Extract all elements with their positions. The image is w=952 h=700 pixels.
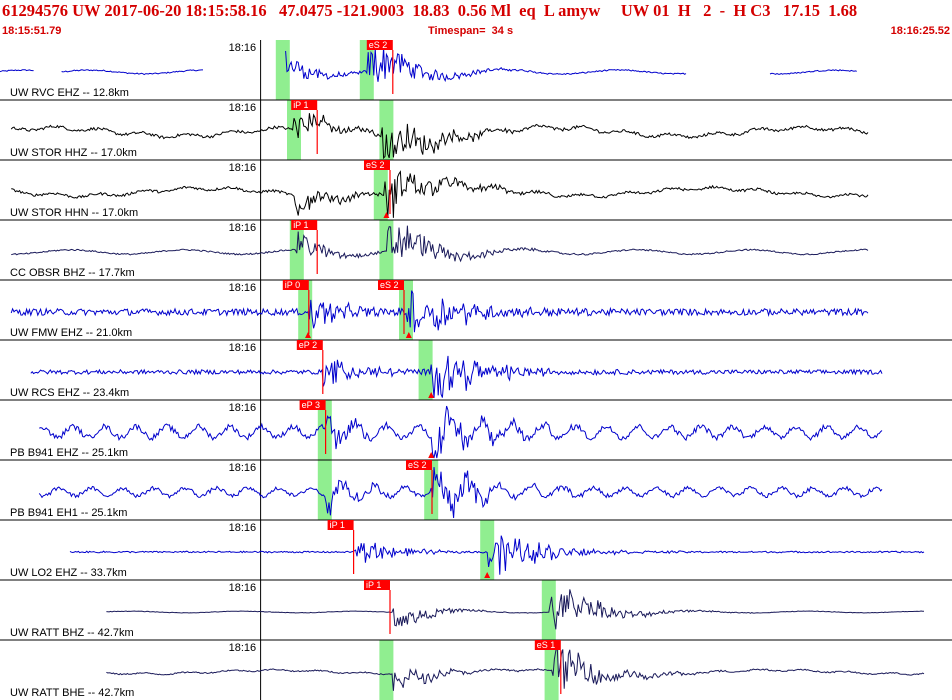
pick-label: eP 3 — [302, 400, 320, 410]
trace-label: PB B941 EHZ -- 25.1km — [10, 447, 128, 459]
pick-label: eS 2 — [369, 40, 388, 50]
timespan-label: Timespan= 34 s — [428, 25, 514, 37]
trace-label: PB B941 EH1 -- 25.1km — [10, 507, 127, 519]
trace-label: UW RCS EHZ -- 23.4km — [10, 387, 129, 399]
trace-label: UW STOR HHN -- 17.0km — [10, 207, 138, 219]
trace-label: UW RATT BHE -- 42.7km — [10, 687, 134, 699]
pick-window — [275, 40, 290, 100]
waveform — [0, 46, 857, 83]
trace-row: 18:16 iP 1 CC OBSR BHZ -- 17.7km — [0, 219, 952, 280]
trace-row: 18:16 eP 3 PB B941 EHZ -- 25.1km — [0, 399, 952, 460]
trace-row: 18:16 eS 2 PB B941 EH1 -- 25.1km — [0, 459, 952, 520]
waveform — [30, 355, 883, 399]
waveform — [38, 467, 883, 519]
pick-flag — [378, 280, 404, 290]
pick-window — [418, 340, 433, 400]
waveform — [11, 170, 869, 219]
pick-label: iP 1 — [293, 220, 308, 230]
seismogram-panel: 18:16 eS 2 UW RVC EHZ -- 12.8km 18:16 iP 1 UW… — [0, 40, 952, 700]
event-header: 61294576 UW 2017-06-20 18:15:58.16 47.04… — [0, 0, 952, 40]
minute-label: 18:16 — [229, 582, 257, 594]
pick-label: iP 1 — [293, 100, 308, 110]
pick-label: eS 2 — [366, 160, 385, 170]
trace-label: UW RVC EHZ -- 12.8km — [10, 87, 129, 99]
waveform — [106, 645, 925, 691]
trace-label: UW LO2 EHZ -- 33.7km — [10, 567, 127, 579]
pick-flag — [296, 340, 323, 350]
waveform — [10, 290, 869, 333]
trace-row: 18:16 iP 0 eS 2 UW FMW EHZ -- 21.0km — [0, 279, 952, 340]
minute-label: 18:16 — [229, 642, 257, 654]
pick-flag — [291, 100, 318, 110]
trace-row: 18:16 eS 1 UW RATT BHE -- 42.7km — [0, 639, 952, 700]
arrival-marker — [484, 572, 491, 578]
pick-flag — [406, 460, 432, 470]
pick-window — [287, 100, 301, 160]
trace-label: UW STOR HHZ -- 17.0km — [10, 147, 137, 159]
trace-row: 18:16 iP 1 UW LO2 EHZ -- 33.7km — [0, 519, 952, 580]
pick-label: eS 1 — [537, 640, 556, 650]
trace-row: 18:16 eS 2 UW RVC EHZ -- 12.8km — [0, 40, 857, 100]
pick-window — [373, 160, 388, 220]
minute-label: 18:16 — [229, 342, 257, 354]
pick-flag — [327, 520, 354, 530]
trace-label: UW FMW EHZ -- 21.0km — [10, 327, 132, 339]
waveform — [39, 405, 883, 459]
minute-label: 18:16 — [229, 42, 257, 54]
pick-flag — [366, 40, 393, 50]
event-summary-title: 61294576 UW 2017-06-20 18:15:58.16 47.04… — [2, 1, 858, 20]
arrival-marker — [305, 332, 311, 338]
minute-label: 18:16 — [229, 522, 257, 534]
arrival-marker — [405, 332, 412, 338]
pick-flag — [364, 580, 390, 590]
pick-window — [379, 640, 394, 700]
trace-row: 18:16 eS 2 UW STOR HHN -- 17.0km — [0, 159, 952, 220]
end-time-label: 18:16:25.52 — [890, 25, 950, 37]
start-time-label: 18:15:51.79 — [2, 25, 62, 37]
arrival-marker — [428, 392, 435, 398]
pick-flag — [291, 220, 318, 230]
pick-label: iP 1 — [366, 580, 381, 590]
pick-window — [399, 280, 413, 340]
trace-label: UW RATT BHZ -- 42.7km — [10, 627, 134, 639]
trace-row: 18:16 eP 2 UW RCS EHZ -- 23.4km — [0, 339, 952, 400]
minute-label: 18:16 — [229, 222, 257, 234]
trace-row: 18:16 iP 1 UW STOR HHZ -- 17.0km — [0, 99, 952, 160]
pick-flag — [299, 400, 326, 410]
waveform — [10, 113, 869, 160]
pick-flag — [364, 160, 390, 170]
pick-label: iP 1 — [330, 520, 345, 530]
waveform — [106, 589, 925, 630]
minute-label: 18:16 — [229, 462, 257, 474]
arrival-marker — [383, 212, 390, 218]
pick-window — [317, 400, 332, 460]
pick-label: eS 2 — [408, 460, 427, 470]
waveform — [11, 225, 869, 263]
minute-label: 18:16 — [229, 102, 257, 114]
pick-flag — [282, 280, 309, 290]
minute-label: 18:16 — [229, 282, 257, 294]
minute-label: 18:16 — [229, 162, 257, 174]
trace-label: CC OBSR BHZ -- 17.7km — [10, 267, 135, 279]
trace-row: 18:16 iP 1 UW RATT BHZ -- 42.7km — [0, 579, 952, 640]
pick-label: eP 2 — [299, 340, 317, 350]
waveform — [69, 535, 925, 575]
minute-label: 18:16 — [229, 402, 257, 414]
pick-label: eS 2 — [380, 280, 399, 290]
arrival-marker — [428, 452, 435, 458]
pick-flag — [534, 640, 561, 650]
pick-window — [480, 520, 495, 580]
pick-label: iP 0 — [285, 280, 300, 290]
